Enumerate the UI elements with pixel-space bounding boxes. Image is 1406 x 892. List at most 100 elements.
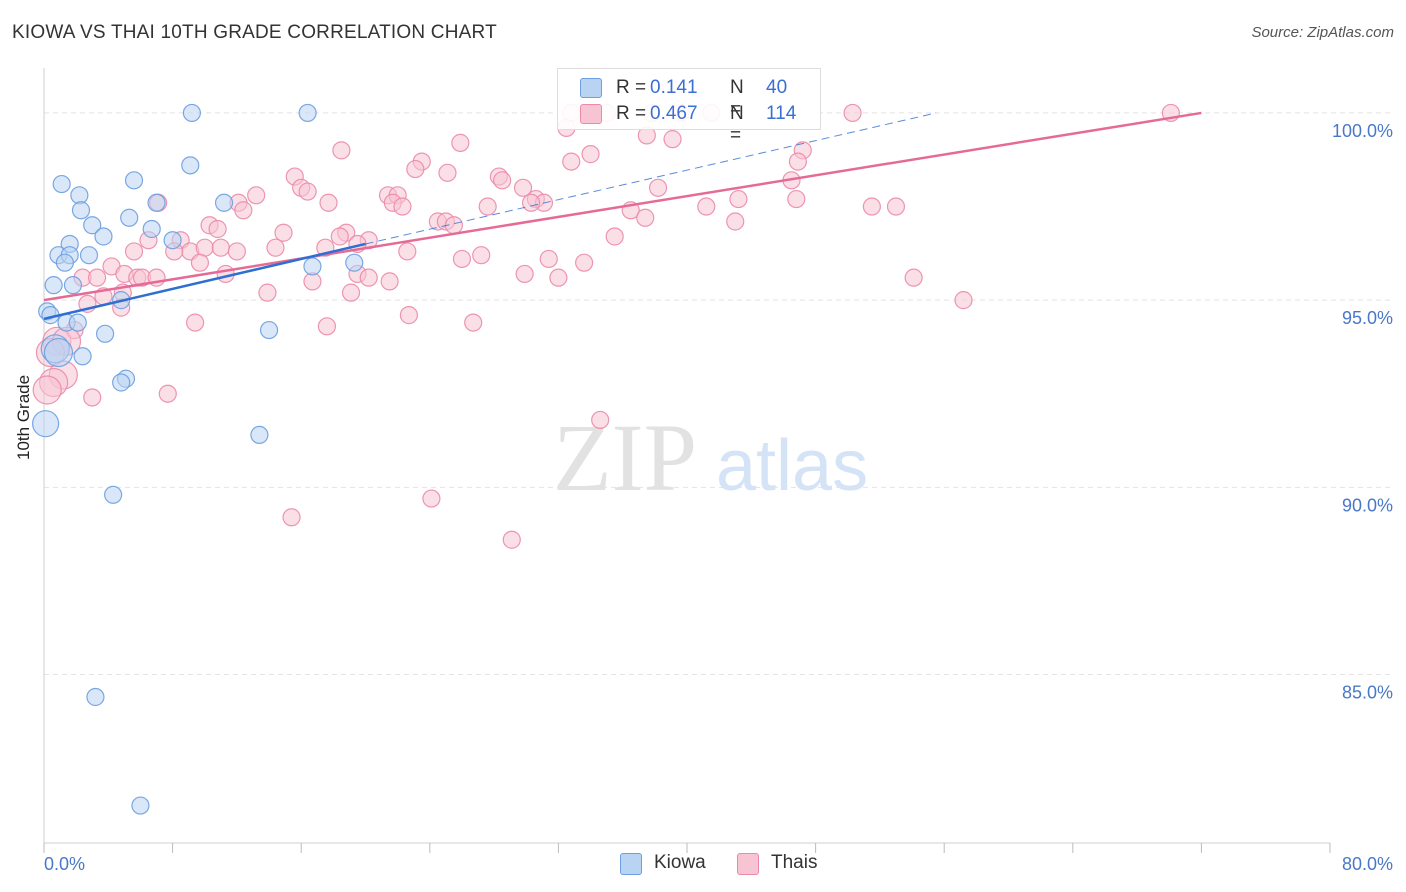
y-tick-label: 90.0% bbox=[1342, 495, 1393, 515]
thais-point bbox=[513, 178, 533, 197]
thais-point bbox=[787, 189, 806, 209]
thais-point bbox=[330, 227, 349, 246]
thais-point bbox=[124, 242, 144, 261]
kiowa-r-label: R = bbox=[616, 77, 647, 98]
thais-point bbox=[472, 246, 491, 265]
kiowa-point bbox=[124, 171, 144, 190]
x-tick-label-right: 80.0% bbox=[1342, 854, 1393, 874]
thais-point bbox=[886, 197, 906, 216]
kiowa-point bbox=[94, 227, 113, 246]
thais-point bbox=[274, 223, 293, 242]
thais-point bbox=[438, 163, 457, 182]
thais-point bbox=[697, 197, 716, 216]
thais-point bbox=[32, 375, 62, 405]
thais-point bbox=[478, 197, 497, 216]
kiowa-point bbox=[86, 687, 105, 707]
kiowa-point bbox=[55, 253, 74, 272]
thais-point bbox=[843, 103, 862, 123]
thais-point bbox=[581, 145, 600, 164]
thais-point bbox=[186, 313, 205, 332]
thais-point bbox=[317, 317, 337, 336]
kiowa-point bbox=[181, 156, 200, 175]
kiowa-point bbox=[43, 337, 74, 368]
thais-swatch bbox=[580, 104, 602, 124]
kiowa-trend-line bbox=[43, 242, 366, 321]
x-tick-label-left: 0.0% bbox=[44, 854, 85, 874]
kiowa-point bbox=[120, 208, 139, 227]
thais-point bbox=[341, 283, 361, 302]
thais-point bbox=[422, 489, 441, 508]
thais-legend-swatch bbox=[737, 853, 759, 875]
thais-point bbox=[452, 249, 472, 269]
thais-point bbox=[83, 388, 102, 407]
thais-point bbox=[380, 272, 399, 291]
thais-point bbox=[87, 268, 107, 287]
thais-point bbox=[663, 130, 682, 149]
thais-r-label: R = bbox=[616, 103, 647, 124]
kiowa-point bbox=[142, 219, 161, 239]
kiowa-point bbox=[83, 216, 102, 235]
thais-point bbox=[502, 530, 521, 549]
thais-point bbox=[158, 384, 177, 403]
correlation-legend: R = 0.141 N = 40 R = 0.467 N = 114 bbox=[557, 68, 821, 146]
thais-point bbox=[298, 182, 317, 201]
thais-point bbox=[493, 171, 512, 190]
thais-point bbox=[359, 268, 378, 287]
thais-point bbox=[904, 268, 923, 287]
chart-title: KIOWA VS THAI 10TH GRADE CORRELATION CHA… bbox=[12, 22, 497, 43]
thais-point bbox=[247, 186, 266, 205]
thais-point bbox=[726, 212, 745, 231]
kiowa-point bbox=[71, 201, 91, 220]
kiowa-legend-swatch bbox=[620, 853, 642, 875]
thais-point bbox=[319, 193, 338, 212]
kiowa-point bbox=[52, 174, 71, 194]
thais-point bbox=[406, 159, 425, 179]
thais-point bbox=[393, 197, 412, 216]
thais-point bbox=[282, 508, 301, 527]
thais-point bbox=[954, 291, 973, 310]
axes bbox=[43, 68, 1331, 853]
watermark-zip: ZIP bbox=[553, 404, 697, 511]
thais-point bbox=[515, 264, 534, 284]
thais-point bbox=[862, 197, 881, 216]
kiowa-legend-label: Kiowa bbox=[654, 852, 706, 873]
kiowa-point bbox=[345, 253, 364, 272]
thais-point bbox=[575, 253, 594, 272]
watermark-atlas: atlas bbox=[716, 426, 868, 506]
y-tick-label: 85.0% bbox=[1342, 683, 1393, 703]
thais-point bbox=[211, 238, 230, 257]
kiowa-point bbox=[147, 193, 166, 212]
thais-point bbox=[648, 178, 668, 197]
tick-labels: 100.0% 95.0% 90.0% 85.0% 0.0% 80.0% bbox=[44, 121, 1393, 874]
kiowa-swatch bbox=[580, 78, 602, 98]
thais-point bbox=[788, 152, 808, 171]
source-label: Source: ZipAtlas.com bbox=[1251, 24, 1394, 41]
kiowa-point bbox=[95, 324, 115, 343]
thais-point bbox=[399, 306, 419, 325]
kiowa-points bbox=[32, 103, 364, 815]
thais-point bbox=[521, 193, 541, 212]
kiowa-point bbox=[63, 276, 83, 295]
thais-point bbox=[591, 410, 610, 430]
grid-lines bbox=[44, 112, 1390, 676]
trend-lines bbox=[43, 111, 1202, 321]
kiowa-point bbox=[298, 103, 317, 123]
kiowa-point bbox=[131, 796, 150, 815]
thais-n-value: 114 bbox=[766, 103, 797, 124]
watermark: ZIP atlas bbox=[553, 404, 868, 511]
thais-point bbox=[562, 152, 581, 171]
thais-legend-label: Thais bbox=[771, 852, 818, 873]
thais-point bbox=[729, 189, 748, 209]
kiowa-n-label: N = bbox=[730, 77, 744, 120]
kiowa-point bbox=[163, 231, 182, 250]
thais-point bbox=[605, 227, 624, 246]
thais-point bbox=[227, 242, 246, 261]
thais-point bbox=[636, 208, 655, 227]
thais-point bbox=[258, 283, 277, 302]
thais-trend-line bbox=[43, 111, 1202, 302]
kiowa-n-value: 40 bbox=[766, 77, 788, 98]
kiowa-point bbox=[44, 276, 63, 295]
kiowa-point bbox=[73, 347, 92, 366]
thais-point bbox=[464, 313, 483, 332]
kiowa-r-value: 0.141 bbox=[650, 77, 698, 98]
